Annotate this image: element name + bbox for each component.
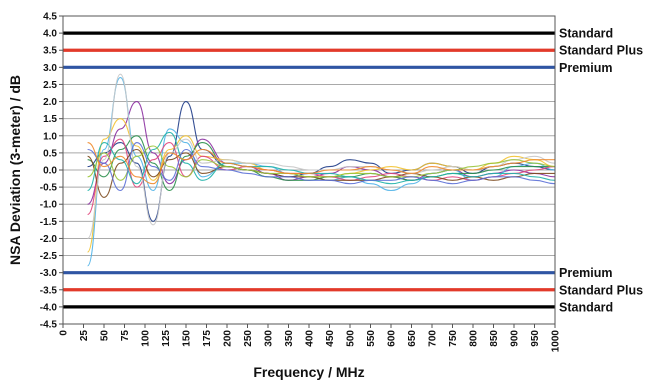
series-lines (87, 73, 556, 267)
series-line (87, 101, 556, 222)
y-tick-label: -4.0 (40, 302, 58, 313)
y-tick-label: 2.0 (43, 97, 57, 108)
x-tick-label: 450 (325, 330, 336, 347)
y-tick-label: 1.5 (43, 114, 57, 125)
y-tick-label: -4.5 (40, 320, 58, 331)
y-tick-label: 3.5 (43, 46, 57, 57)
series-line (87, 142, 555, 185)
x-tick-label: 950 (530, 330, 541, 347)
reference-label: Standard Plus (559, 283, 643, 297)
x-tick-label: 175 (202, 330, 213, 347)
x-tick-label: 50 (100, 330, 111, 342)
reference-label: Standard (559, 300, 613, 314)
x-tick-label: 350 (284, 330, 295, 347)
x-tick-label: 0 (59, 330, 70, 336)
series-line (87, 142, 556, 192)
x-tick-label: 600 (387, 330, 398, 347)
y-tick-label: 1.0 (43, 131, 57, 142)
y-tick-label: 2.5 (43, 80, 57, 91)
reference-lines (63, 31, 555, 309)
y-tick-label: -0.5 (40, 183, 58, 194)
y-tick-labels: 4.5 4.0 3.5 3.0 2.5 2.0 1.5 1.0 0.5 0.0 -0.5 -1.0 -1… (40, 12, 58, 331)
y-tick-label: -2.5 (40, 251, 58, 262)
x-tick-label: 900 (510, 330, 521, 347)
series-line (87, 118, 556, 253)
y-tick-label: -1.0 (40, 200, 58, 211)
x-tick-label: 300 (264, 330, 275, 347)
x-tick-label: 400 (305, 330, 316, 347)
x-tick-label: 150 (182, 330, 193, 347)
x-tick-label: 75 (120, 330, 131, 342)
reference-label: Standard Plus (559, 44, 643, 58)
x-tick-label: 500 (346, 330, 357, 347)
y-tick-label: 4.5 (43, 12, 57, 23)
y-tick-label: -2.0 (40, 234, 58, 245)
x-tick-label: 125 (161, 330, 172, 347)
x-tick-label: 800 (469, 330, 480, 347)
y-tick-label: 3.0 (43, 63, 57, 74)
x-tick-label: 750 (448, 330, 459, 347)
x-tick-label: 850 (489, 330, 500, 347)
plot-frame (62, 15, 556, 325)
y-tick-label: -3.0 (40, 268, 58, 279)
x-tick-label: 100 (141, 330, 152, 347)
x-tick-label: 200 (223, 330, 234, 347)
series-line (87, 145, 556, 181)
x-axis-title: Frequency / MHz (253, 364, 364, 380)
y-tick-label: 4.0 (43, 29, 57, 40)
y-tick-label: 0.0 (43, 166, 57, 177)
x-tick-label: 650 (407, 330, 418, 347)
reference-label: Standard (559, 27, 613, 41)
x-tick-label: 250 (243, 330, 254, 347)
reference-labels: Standard Standard Plus Premium Premium Stand… (559, 27, 643, 315)
reference-label: Premium (559, 61, 613, 75)
x-tick-label: 1000 (551, 330, 562, 353)
x-tick-labels: 0 25 50 75 100 125 150 175 200 250 300 350 400 450 500… (59, 330, 562, 353)
y-tick-label: -1.5 (40, 217, 58, 228)
y-tick-label: -3.5 (40, 285, 58, 296)
x-tick-label: 700 (428, 330, 439, 347)
y-axis-title: NSA Deviation (3-meter) / dB (7, 75, 23, 265)
y-tick-label: 0.5 (43, 148, 57, 159)
reference-label: Premium (559, 266, 613, 280)
x-tick-label: 25 (79, 330, 90, 342)
x-tick-label: 550 (366, 330, 377, 347)
